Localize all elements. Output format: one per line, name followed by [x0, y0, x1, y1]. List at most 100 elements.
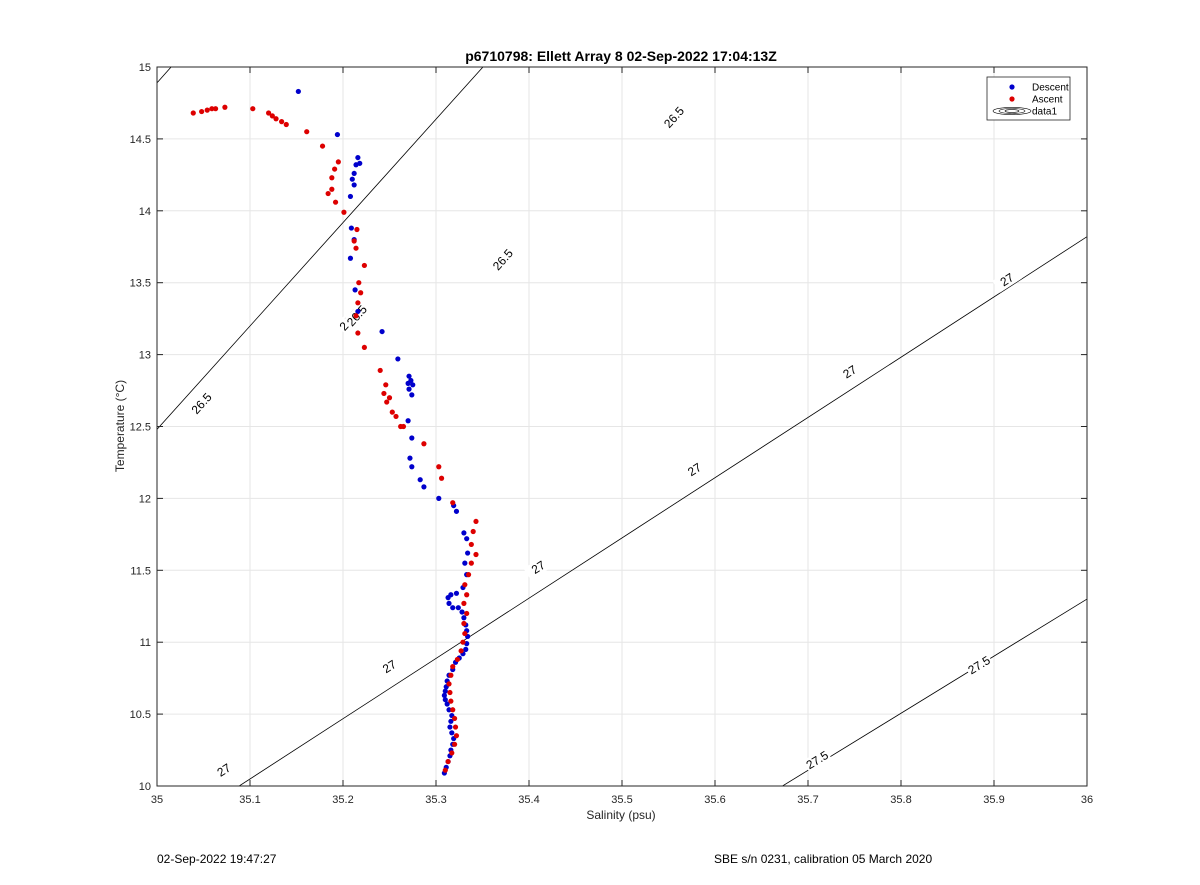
grid	[157, 67, 1087, 786]
descent-point	[465, 550, 471, 556]
ascent-point	[462, 630, 468, 637]
contour-label-mask	[992, 266, 1022, 293]
ascent-point	[446, 681, 452, 687]
ascent-point	[462, 582, 468, 588]
ascent-point	[452, 715, 458, 722]
descent-point	[405, 380, 411, 386]
ascent-point	[269, 113, 275, 119]
descent-point	[334, 131, 341, 138]
ascent-point	[383, 382, 389, 388]
descent-point	[355, 308, 361, 315]
ascent-point	[438, 475, 445, 481]
data-points	[190, 88, 479, 776]
ascent-point	[468, 560, 474, 566]
contour-label-mask	[187, 389, 216, 418]
descent-point	[409, 464, 415, 470]
ascent-point	[389, 409, 395, 415]
ascent-point	[453, 733, 460, 739]
ascent-point	[377, 367, 383, 374]
y-axis-label: Temperature (°C)	[113, 380, 127, 472]
axes	[156, 66, 1088, 787]
descent-point	[442, 688, 448, 694]
ascent-point	[204, 107, 210, 113]
legend: Descent Ascent data1	[986, 76, 1071, 121]
legend-ascent-marker	[1009, 96, 1015, 102]
footer-timestamp: 02-Sep-2022 19:47:27	[157, 852, 277, 866]
ascent-point	[452, 724, 459, 730]
ascent-point	[442, 767, 448, 773]
y-tick-label: 10	[139, 781, 151, 793]
ascent-point	[199, 108, 205, 115]
descent-point	[409, 392, 415, 398]
descent-point	[421, 484, 427, 490]
y-tick-label: 15	[139, 62, 151, 74]
descent-point	[453, 508, 460, 514]
y-tick-label: 12.5	[130, 422, 151, 434]
descent-point	[410, 382, 416, 388]
ascent-point	[384, 399, 390, 405]
ascent-point	[356, 280, 362, 286]
ascent-point	[222, 104, 228, 110]
ascent-point	[449, 750, 455, 756]
ascent-point	[470, 528, 476, 535]
descent-point	[442, 697, 448, 703]
ascent-point	[329, 186, 335, 192]
descent-point	[351, 182, 357, 188]
ascent-point	[468, 541, 474, 548]
ascent-point	[304, 129, 310, 135]
descent-point	[445, 595, 451, 601]
y-tick-label: 13	[139, 350, 151, 362]
ascent-point	[464, 610, 470, 617]
descent-point	[463, 646, 469, 652]
descent-point	[459, 609, 465, 615]
descent-point	[446, 707, 452, 713]
descent-point	[461, 530, 467, 536]
y-tick-label: 11.5	[130, 565, 151, 577]
ascent-point	[473, 551, 479, 558]
descent-point	[446, 600, 452, 606]
ascent-point	[209, 106, 215, 112]
contour-lines	[157, 67, 1087, 786]
ascent-point	[190, 110, 196, 116]
descent-point	[448, 718, 454, 724]
ascent-point	[381, 390, 387, 397]
x-tick-label: 36	[1081, 794, 1093, 806]
contour-label-mask	[660, 102, 688, 132]
ascent-point	[341, 209, 347, 215]
contour-label-mask	[679, 456, 710, 483]
descent-point	[436, 495, 442, 501]
ascent-point	[361, 262, 367, 269]
y-tick-label: 10.5	[130, 709, 151, 721]
ascent-point	[335, 159, 341, 165]
ascent-point	[458, 648, 464, 654]
ascent-point	[461, 620, 467, 627]
x-tick-label: 35.5	[611, 794, 632, 806]
descent-point	[349, 176, 355, 182]
ascent-point	[400, 423, 407, 430]
contour-label-mask	[802, 747, 833, 773]
descent-point	[355, 154, 361, 161]
ascent-point	[354, 226, 360, 233]
contour-line	[781, 598, 1087, 786]
x-tick-label: 35.9	[983, 794, 1004, 806]
descent-point	[455, 605, 461, 611]
ascent-point	[450, 664, 456, 670]
legend-data1-label: data1	[1032, 107, 1057, 118]
descent-point	[417, 477, 423, 483]
ascent-point	[450, 500, 456, 506]
x-tick-label: 35.3	[425, 794, 446, 806]
x-tick-label: 35.8	[890, 794, 911, 806]
descent-point	[461, 615, 467, 621]
contour-label-mask	[374, 653, 405, 680]
ascent-point	[279, 119, 285, 125]
descent-point	[447, 724, 453, 730]
descent-point	[348, 225, 354, 231]
descent-point	[450, 605, 456, 611]
tick-labels: 35 35.1 35.2 35.3 35.4 35.5 35.6 35.7 35.8 35.9 36…	[130, 62, 1094, 806]
ascent-point	[329, 175, 335, 181]
y-tick-label: 12	[139, 493, 151, 505]
contour-label-mask	[209, 757, 239, 784]
ascent-point	[332, 166, 338, 172]
ascent-point	[355, 330, 361, 336]
